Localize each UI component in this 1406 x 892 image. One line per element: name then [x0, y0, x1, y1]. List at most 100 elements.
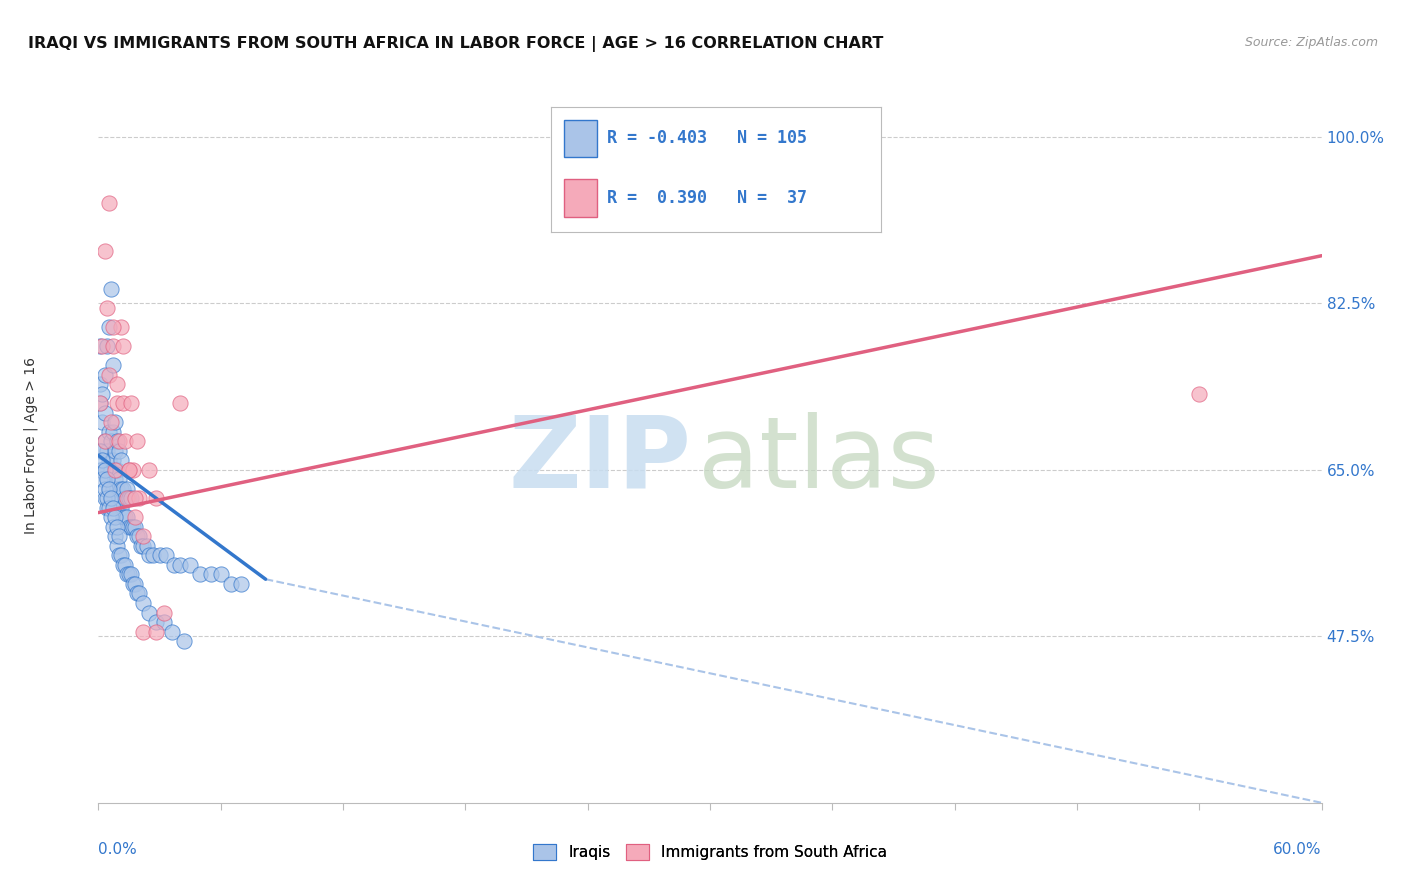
- Point: [111, 510, 134, 524]
- Point: [138, 549, 160, 563]
- Point: [91, 339, 114, 353]
- Point: [108, 443, 131, 458]
- Point: [129, 539, 152, 553]
- Point: [91, 386, 114, 401]
- Point: [231, 577, 253, 591]
- Point: [89, 377, 111, 392]
- Point: [132, 624, 155, 639]
- Point: [100, 415, 122, 429]
- Point: [104, 415, 127, 429]
- Point: [105, 396, 128, 410]
- Text: In Labor Force | Age > 16: In Labor Force | Age > 16: [24, 358, 38, 534]
- Point: [100, 491, 122, 506]
- Point: [91, 453, 114, 467]
- Point: [105, 482, 128, 496]
- Point: [89, 339, 111, 353]
- Point: [200, 567, 222, 582]
- Point: [128, 491, 150, 506]
- Point: [89, 396, 111, 410]
- Point: [101, 425, 124, 439]
- Text: 0.0%: 0.0%: [98, 842, 138, 857]
- Point: [97, 482, 120, 496]
- Point: [128, 586, 150, 600]
- Text: Source: ZipAtlas.com: Source: ZipAtlas.com: [1244, 36, 1378, 49]
- Point: [100, 491, 122, 506]
- Point: [160, 624, 183, 639]
- Point: [105, 539, 128, 553]
- Point: [100, 510, 122, 524]
- Point: [111, 396, 134, 410]
- Point: [118, 520, 141, 534]
- Point: [115, 567, 138, 582]
- Point: [120, 520, 142, 534]
- Point: [97, 320, 120, 334]
- Point: [93, 244, 115, 258]
- Point: [122, 463, 145, 477]
- Point: [93, 482, 115, 496]
- Point: [118, 463, 141, 477]
- Point: [101, 500, 124, 515]
- Point: [101, 520, 124, 534]
- Point: [104, 443, 127, 458]
- Point: [97, 368, 120, 382]
- Point: [91, 472, 114, 486]
- Point: [163, 558, 186, 572]
- Point: [97, 196, 120, 211]
- Point: [219, 577, 242, 591]
- Point: [179, 558, 201, 572]
- Point: [120, 491, 142, 506]
- Point: [91, 443, 114, 458]
- Point: [120, 567, 142, 582]
- Text: 60.0%: 60.0%: [1274, 842, 1322, 857]
- Point: [97, 482, 120, 496]
- Point: [93, 491, 115, 506]
- Point: [110, 500, 132, 515]
- Point: [105, 520, 128, 534]
- Point: [96, 339, 118, 353]
- Point: [89, 463, 111, 477]
- Point: [188, 567, 212, 582]
- Point: [132, 529, 155, 543]
- Point: [108, 491, 131, 506]
- Point: [104, 510, 127, 524]
- Point: [97, 500, 120, 515]
- Point: [118, 491, 141, 506]
- Text: IRAQI VS IMMIGRANTS FROM SOUTH AFRICA IN LABOR FORCE | AGE > 16 CORRELATION CHAR: IRAQI VS IMMIGRANTS FROM SOUTH AFRICA IN…: [28, 36, 883, 52]
- Point: [96, 491, 118, 506]
- Point: [101, 320, 124, 334]
- Point: [173, 634, 195, 648]
- Point: [97, 453, 120, 467]
- Point: [110, 549, 132, 563]
- Point: [114, 491, 136, 506]
- Point: [136, 539, 159, 553]
- Point: [169, 558, 191, 572]
- Point: [128, 529, 150, 543]
- Point: [101, 358, 124, 372]
- Point: [100, 463, 122, 477]
- Point: [138, 606, 160, 620]
- Point: [93, 434, 115, 449]
- Point: [114, 510, 136, 524]
- Point: [96, 443, 118, 458]
- Point: [110, 320, 132, 334]
- Point: [96, 472, 118, 486]
- Point: [149, 549, 172, 563]
- Point: [115, 510, 138, 524]
- Point: [152, 615, 174, 629]
- Text: ZIP: ZIP: [509, 412, 692, 508]
- Point: [104, 529, 127, 543]
- Point: [96, 500, 118, 515]
- Point: [120, 396, 142, 410]
- Point: [105, 434, 128, 449]
- Point: [115, 491, 138, 506]
- Point: [145, 624, 167, 639]
- Point: [93, 463, 115, 477]
- Point: [96, 301, 118, 315]
- Point: [124, 577, 146, 591]
- Point: [155, 549, 177, 563]
- Point: [132, 539, 155, 553]
- Point: [93, 434, 115, 449]
- Point: [101, 339, 124, 353]
- Point: [93, 406, 115, 420]
- Point: [145, 615, 167, 629]
